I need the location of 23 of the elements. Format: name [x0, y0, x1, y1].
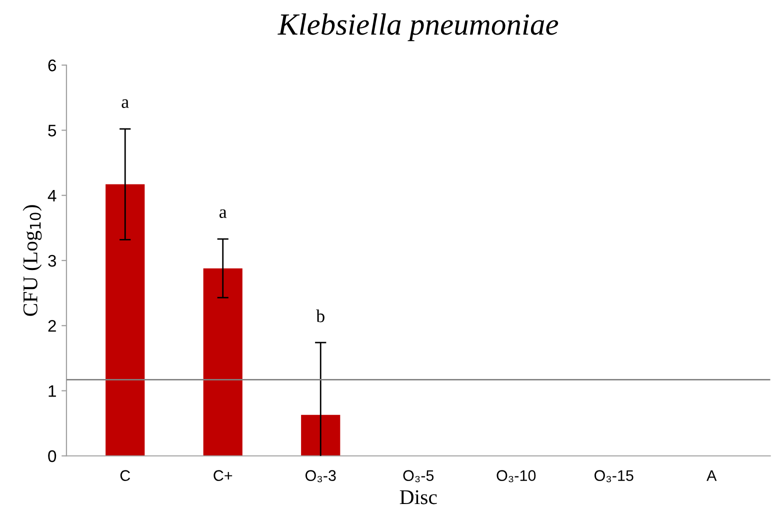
y-tick-label: 5	[48, 124, 56, 136]
y-tick-label: 4	[48, 190, 56, 202]
x-axis-title: Disc	[400, 490, 437, 504]
y-tick-label: 2	[48, 320, 56, 332]
x-tick-label: C+	[214, 470, 232, 481]
y-tick-label: 6	[48, 60, 56, 72]
y-tick-label: 0	[48, 450, 56, 462]
bar	[301, 414, 340, 456]
x-tick-label: O₃-3	[306, 470, 336, 482]
x-tick-label: O₃-15	[594, 470, 634, 482]
y-axis-title: CFU (Log$_{10}$)	[22, 205, 42, 316]
y-tick-label: 1	[48, 385, 56, 397]
x-tick-label: A	[706, 470, 717, 481]
x-tick-label: O₃-5	[403, 470, 434, 482]
chart-title: Klebsiella pneumoniae	[278, 13, 558, 42]
bar	[203, 268, 242, 456]
annotation: b	[316, 310, 324, 322]
x-tick-label: O₃-10	[496, 470, 536, 482]
annotation: a	[122, 99, 129, 108]
y-tick-label: 3	[48, 254, 56, 267]
annotation: a	[219, 209, 227, 218]
x-tick-label: C	[120, 470, 130, 481]
bar	[106, 184, 145, 456]
